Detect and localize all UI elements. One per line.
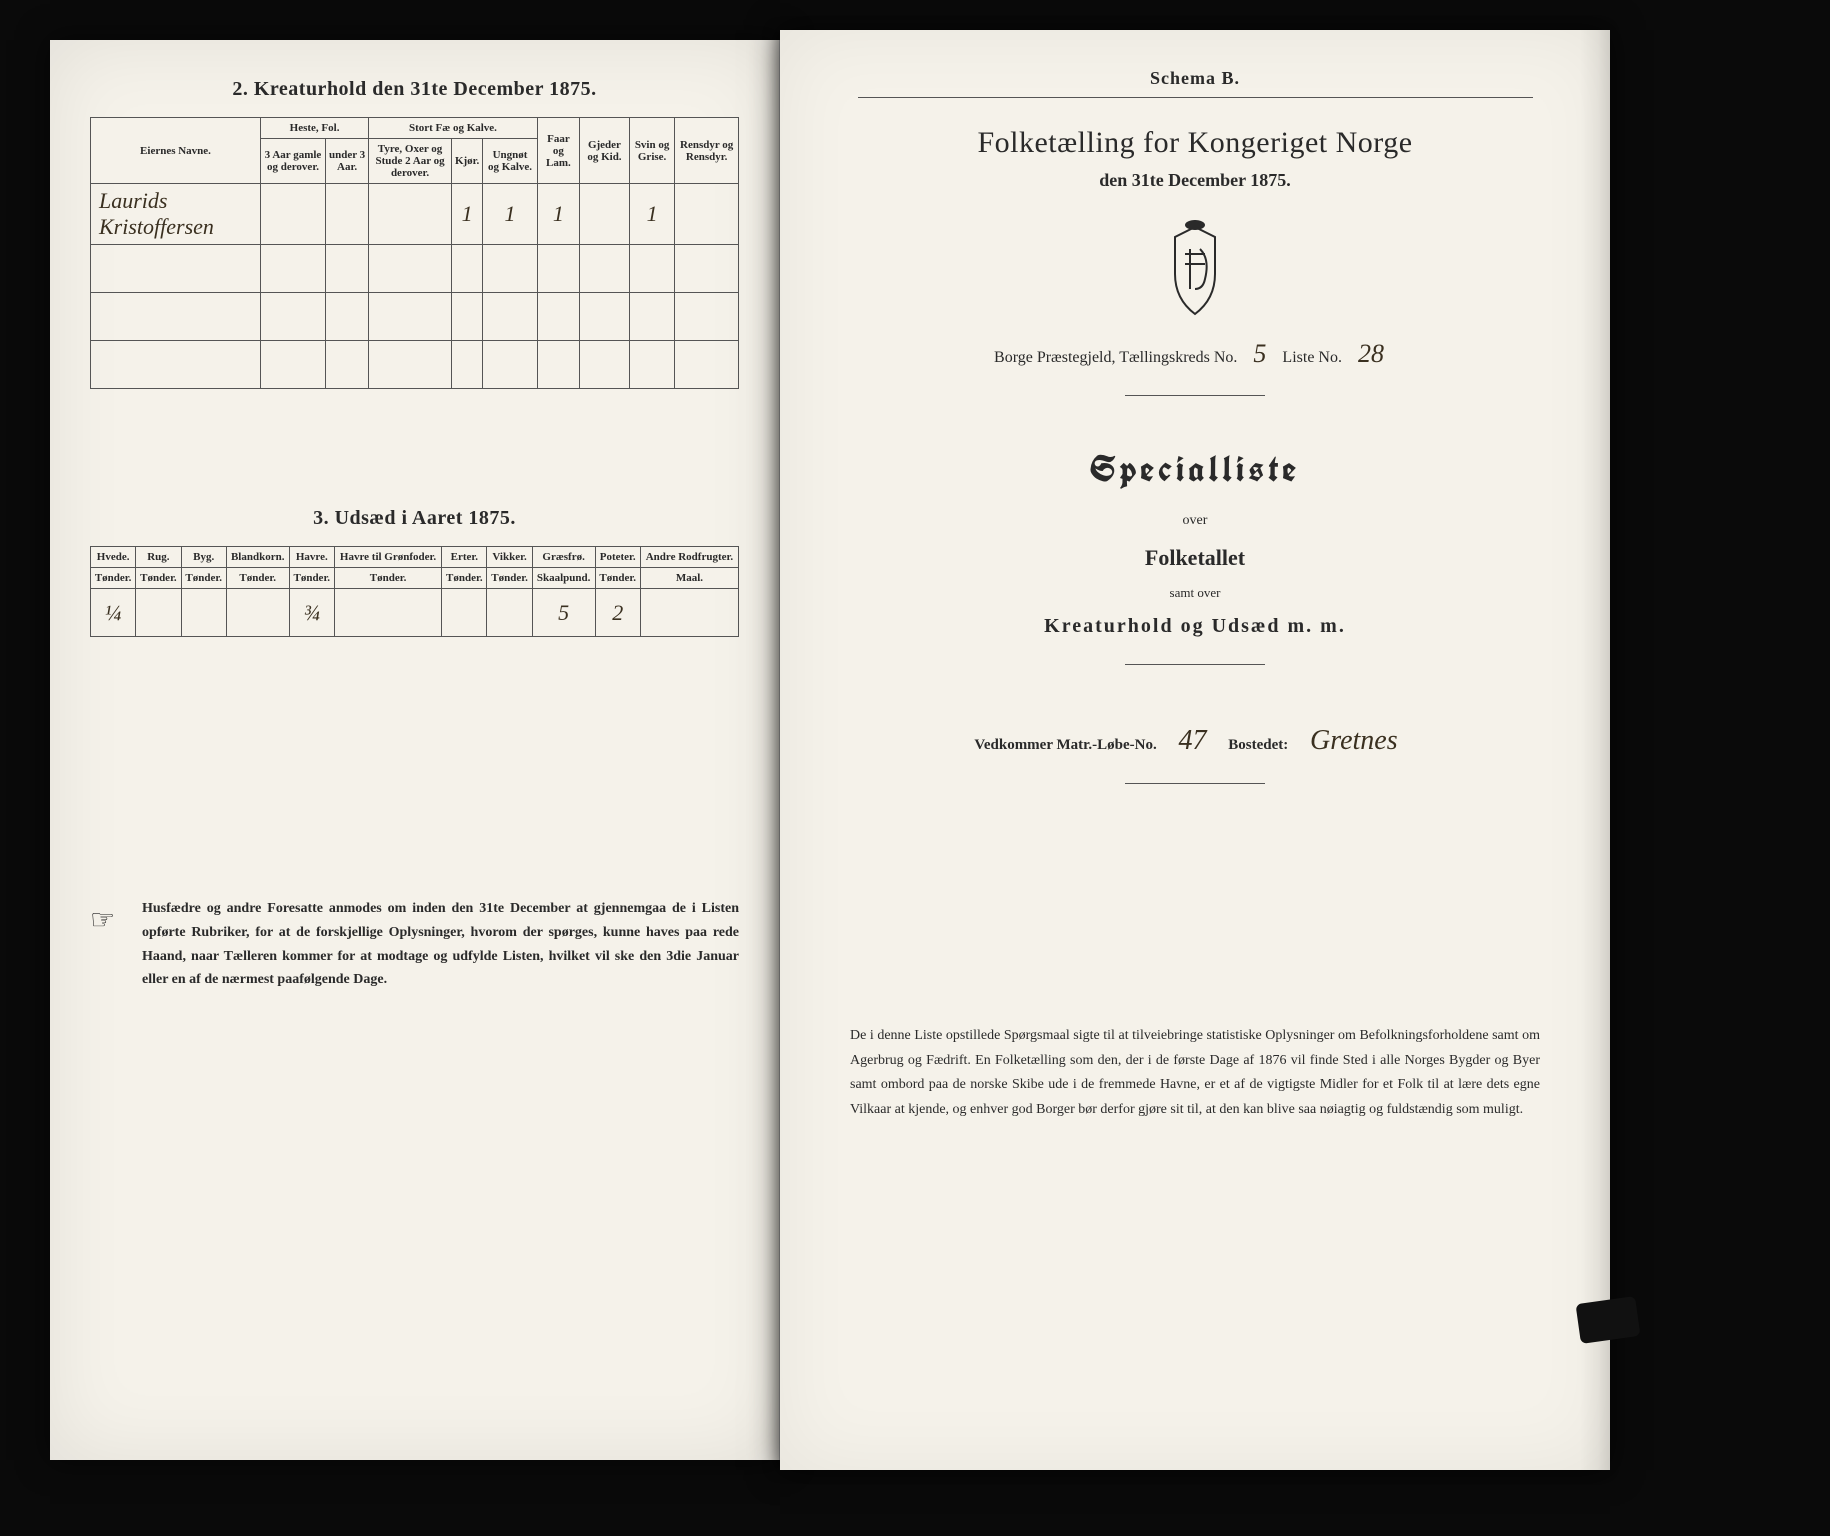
c-bland: Blandkorn. — [226, 547, 289, 568]
v-havre: ¾ — [289, 589, 334, 637]
table-row: Laurids Kristoffersen 1 1 1 1 — [91, 184, 739, 245]
col-horses: Heste, Fol. — [261, 118, 369, 139]
owner-name: Laurids Kristoffersen — [91, 184, 261, 245]
c-rug: Rug. — [136, 547, 181, 568]
livestock-table: Eiernes Navne. Heste, Fol. Stort Fæ og K… — [90, 117, 739, 389]
u3: Tønder. — [181, 568, 226, 589]
u8: Tønder. — [487, 568, 532, 589]
c-vikker: Vikker. — [487, 547, 532, 568]
kreds-no: 5 — [1253, 339, 1266, 368]
schema-label: Schema B. — [820, 68, 1570, 89]
divider — [858, 97, 1533, 98]
c-graes: Græsfrø. — [532, 547, 595, 568]
divider — [1125, 783, 1265, 784]
matr-label: Vedkommer Matr.-Løbe-No. — [974, 737, 1156, 753]
samt-label: samt over — [820, 585, 1570, 601]
u9: Skaalpund. — [532, 568, 595, 589]
c-byg: Byg. — [181, 547, 226, 568]
table-row — [91, 341, 739, 389]
col-pigs: Svin og Grise. — [629, 118, 674, 184]
v-graes: 5 — [532, 589, 595, 637]
u1: Tønder. — [91, 568, 136, 589]
u2: Tønder. — [136, 568, 181, 589]
cell-svin: 1 — [629, 184, 674, 245]
table-row: ¼ ¾ 5 2 — [91, 589, 739, 637]
census-date: den 31te December 1875. — [820, 170, 1570, 191]
cell-faar: 1 — [537, 184, 579, 245]
col-goats: Gjeder og Kid. — [580, 118, 630, 184]
col-reindeer: Rensdyr og Rensdyr. — [675, 118, 739, 184]
c-erter: Erter. — [442, 547, 487, 568]
section-2-title: 2. Kreaturhold den 31te December 1875. — [90, 78, 739, 101]
c-pot: Poteter. — [595, 547, 640, 568]
cell-kjor: 1 — [451, 184, 482, 245]
over-label: over — [820, 513, 1570, 529]
table-row — [91, 293, 739, 341]
bosted-value: Gretnes — [1310, 725, 1398, 756]
col-sheep: Faar og Lam. — [537, 118, 579, 184]
u11: Maal. — [640, 568, 738, 589]
bosted-label: Bostedet: — [1228, 737, 1288, 753]
table-row — [91, 245, 739, 293]
col-cattle: Stort Fæ og Kalve. — [369, 118, 538, 139]
census-title: Folketælling for Kongeriget Norge — [820, 126, 1570, 160]
divider — [1125, 664, 1265, 665]
page-edge-shadow — [1580, 30, 1610, 1470]
v-hvede: ¼ — [91, 589, 136, 637]
section-3-title: 3. Udsæd i Aaret 1875. — [90, 507, 739, 530]
u7: Tønder. — [442, 568, 487, 589]
matr-no: 47 — [1178, 725, 1206, 756]
u5: Tønder. — [289, 568, 334, 589]
col-calves: Ungnøt og Kalve. — [483, 139, 537, 184]
bottom-paragraph: De i denne Liste opstillede Spørgsmaal s… — [820, 1024, 1570, 1122]
col-horses-u3: under 3 Aar. — [325, 139, 368, 184]
parish-line: Borge Præstegjeld, Tællingskreds No. 5 L… — [820, 339, 1570, 369]
v-pot: 2 — [595, 589, 640, 637]
liste-label: Liste No. — [1282, 349, 1342, 366]
c-hvede: Hvede. — [91, 547, 136, 568]
right-page: Schema B. Folketælling for Kongeriget No… — [780, 30, 1610, 1470]
kreatur-label: Kreaturhold og Udsæd m. m. — [820, 615, 1570, 638]
u4: Tønder. — [226, 568, 289, 589]
c-andre: Andre Rodfrugter. — [640, 547, 738, 568]
footer-instruction: Husfædre og andre Foresatte anmodes om i… — [90, 897, 739, 992]
col-cows: Kjør. — [451, 139, 482, 184]
u10: Tønder. — [595, 568, 640, 589]
vedkommer-line: Vedkommer Matr.-Løbe-No. 47 Bostedet: Gr… — [820, 725, 1570, 757]
cell-ung: 1 — [483, 184, 537, 245]
note-text: Husfædre og andre Foresatte anmodes om i… — [142, 901, 739, 987]
parish-label: Borge Præstegjeld, Tællingskreds No. — [994, 349, 1237, 366]
c-havregr: Havre til Grønfoder. — [334, 547, 441, 568]
specialliste-heading: Specialliste — [820, 446, 1570, 493]
u6: Tønder. — [334, 568, 441, 589]
coat-of-arms-icon — [1155, 219, 1235, 319]
seed-table: Hvede. Rug. Byg. Blandkorn. Havre. Havre… — [90, 546, 739, 637]
col-bulls: Tyre, Oxer og Stude 2 Aar og derover. — [369, 139, 452, 184]
col-horses-3: 3 Aar gamle og derover. — [261, 139, 326, 184]
folketallet-label: Folketallet — [820, 545, 1570, 571]
left-page: 2. Kreaturhold den 31te December 1875. E… — [50, 40, 780, 1460]
book-spread: 2. Kreaturhold den 31te December 1875. E… — [50, 40, 1780, 1500]
liste-no: 28 — [1358, 339, 1384, 368]
c-havre: Havre. — [289, 547, 334, 568]
divider — [1125, 395, 1265, 396]
owner-header: Eiernes Navne. — [91, 118, 261, 184]
